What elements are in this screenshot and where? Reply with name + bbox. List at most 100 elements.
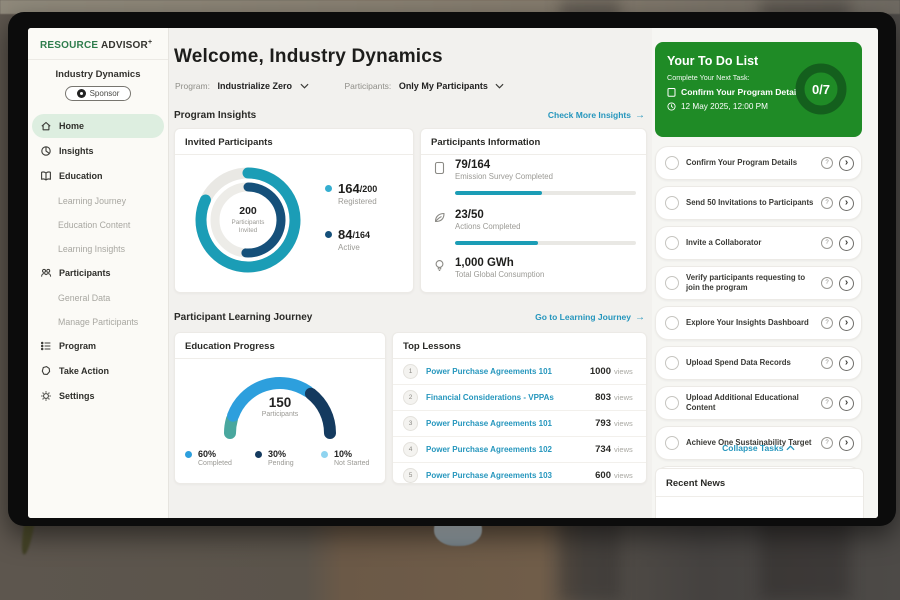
card-title: Participants Information: [421, 129, 646, 155]
chevron-down-icon: [300, 83, 309, 89]
todo-item[interactable]: Send 50 Invitations to Participants ? ›: [655, 186, 862, 220]
stat-emission-survey: 79/164 Emission Survey Completed: [433, 159, 634, 181]
checkbox[interactable]: [665, 316, 679, 330]
lesson-row: 1 Power Purchase Agreements 101 1000 view…: [393, 359, 646, 385]
legend-active: 84/164 Active: [325, 227, 370, 252]
sidebar-item-learning-journey[interactable]: Learning Journey: [32, 189, 164, 212]
list-icon: [40, 341, 51, 351]
top-lessons-card: Top Lessons 1 Power Purchase Agreements …: [392, 332, 647, 484]
card-title: Top Lessons: [393, 333, 646, 359]
lesson-row: 4 Power Purchase Agreements 102 734 views: [393, 437, 646, 463]
chevron-right-icon[interactable]: ›: [839, 275, 854, 291]
sidebar-item-take-action[interactable]: Take Action: [32, 359, 164, 383]
check-more-insights-link[interactable]: Check More Insights →: [547, 110, 645, 121]
help-icon[interactable]: ?: [821, 357, 833, 369]
checkbox[interactable]: [665, 196, 679, 210]
gauge-center-label: Participants: [261, 411, 299, 418]
chevron-right-icon[interactable]: ›: [839, 195, 854, 211]
invited-participants-card: Invited Participants 200 Participants In…: [174, 128, 414, 293]
invited-participants-donut: 200 Participants Invited: [189, 161, 307, 279]
gear-icon: [41, 391, 51, 401]
collapse-tasks-link[interactable]: Collapse Tasks: [652, 443, 865, 453]
help-icon[interactable]: ?: [821, 197, 833, 209]
sidebar-item-insights[interactable]: Insights: [32, 139, 164, 163]
help-icon[interactable]: ?: [821, 277, 833, 289]
sidebar-item-education-content[interactable]: Education Content: [32, 213, 164, 236]
participants-filter-value: Only My Participants: [398, 81, 488, 91]
help-icon[interactable]: ?: [821, 397, 833, 409]
help-icon[interactable]: ?: [821, 317, 833, 329]
sidebar-nav: Home Insights Education Learning Journey…: [28, 111, 168, 411]
lesson-row: 2 Financial Considerations - VPPAs 803 vi…: [393, 385, 646, 411]
gauge-chart: [224, 377, 336, 439]
sidebar-item-education[interactable]: Education: [32, 164, 164, 188]
sidebar-item-learning-insights[interactable]: Learning Insights: [32, 237, 164, 260]
chevron-right-icon[interactable]: ›: [839, 235, 854, 251]
sidebar-item-manage-participants[interactable]: Manage Participants: [32, 310, 164, 333]
todo-item[interactable]: Achieve One Sustainability Target ? ›: [655, 426, 862, 460]
todo-title: Your To Do List: [667, 54, 759, 68]
chevron-right-icon[interactable]: ›: [839, 355, 854, 371]
donut-chart: [195, 167, 301, 273]
todo-item[interactable]: Explore Your Insights Dashboard ? ›: [655, 306, 862, 340]
checkbox[interactable]: [665, 356, 679, 370]
todo-item[interactable]: Confirm Your Program Details ? ›: [655, 146, 862, 180]
dashboard-screen: RESOURCE ADVISOR+ Industry Dynamics Spon…: [28, 28, 878, 518]
chevron-right-icon[interactable]: ›: [839, 155, 854, 171]
participants-filter[interactable]: Participants: Only My Participants: [345, 81, 505, 91]
bulb-icon: [435, 260, 444, 272]
lesson-row: 5 Power Purchase Agreements 103 600 views: [393, 463, 646, 488]
sidebar-item-label: Learning Insights: [58, 243, 125, 254]
donut-center-value: 200: [239, 205, 257, 218]
learning-journey-header: Participant Learning Journey Go to Learn…: [174, 312, 645, 323]
sidebar-item-settings[interactable]: Settings: [32, 384, 164, 408]
lesson-link[interactable]: Power Purchase Agreements 101: [426, 419, 552, 428]
arrow-right-icon: →: [635, 110, 645, 121]
participants-filter-label: Participants:: [344, 81, 392, 91]
sidebar-item-label: Learning Journey: [58, 195, 126, 206]
sidebar-item-general-data[interactable]: General Data: [32, 286, 164, 309]
sidebar-item-program[interactable]: Program: [32, 334, 164, 358]
checkbox[interactable]: [665, 436, 679, 450]
lesson-link[interactable]: Power Purchase Agreements 101: [426, 367, 552, 376]
help-icon[interactable]: ?: [821, 157, 833, 169]
lesson-link[interactable]: Power Purchase Agreements 102: [426, 445, 552, 454]
chevron-right-icon[interactable]: ›: [839, 435, 854, 451]
home-icon: [41, 121, 51, 131]
sidebar-item-label: Insights: [59, 146, 94, 156]
go-to-learning-journey-link[interactable]: Go to Learning Journey →: [535, 312, 645, 323]
logo-primary: RESOURCE: [40, 40, 99, 51]
survey-icon: [434, 161, 445, 175]
todo-next-task: Confirm Your Program Details: [667, 87, 862, 97]
recent-news-card: Recent News: [655, 468, 864, 518]
todo-item[interactable]: Upload Additional Educational Content ? …: [655, 386, 862, 420]
checkbox[interactable]: [665, 396, 679, 410]
lesson-link[interactable]: Power Purchase Agreements 103: [426, 471, 552, 480]
todo-item[interactable]: Verify participants requesting to join t…: [655, 266, 862, 300]
help-icon[interactable]: ?: [821, 237, 833, 249]
lesson-rank: 5: [403, 468, 418, 483]
logo-plus: +: [147, 39, 153, 46]
sidebar-item-home[interactable]: Home: [32, 114, 164, 138]
insights-icon: [41, 146, 51, 156]
sidebar: RESOURCE ADVISOR+ Industry Dynamics Spon…: [28, 28, 169, 518]
todo-item[interactable]: Upload Spend Data Records ? ›: [655, 346, 862, 380]
sidebar-item-label: Education Content: [58, 219, 131, 230]
lesson-link[interactable]: Financial Considerations - VPPAs: [426, 393, 554, 402]
program-insights-header: Program Insights Check More Insights →: [174, 110, 645, 121]
checkbox[interactable]: [665, 276, 679, 290]
education-progress-card: Education Progress 150 Participants 60% …: [174, 332, 386, 484]
chevron-right-icon[interactable]: ›: [839, 315, 854, 331]
checkbox[interactable]: [665, 236, 679, 250]
education-progress-gauge: 150 Participants: [215, 361, 345, 439]
card-title: Invited Participants: [175, 129, 413, 155]
todo-item[interactable]: Invite a Collaborator ? ›: [655, 226, 862, 260]
sidebar-item-participants[interactable]: Participants: [32, 261, 164, 285]
filter-bar: Program: Industrialize Zero Participants…: [175, 81, 504, 91]
lesson-rank: 2: [403, 390, 418, 405]
help-icon[interactable]: ?: [821, 437, 833, 449]
chevron-right-icon[interactable]: ›: [839, 395, 854, 411]
chevron-up-icon: [786, 445, 795, 451]
checkbox[interactable]: [665, 156, 679, 170]
program-filter[interactable]: Program: Industrialize Zero: [175, 81, 309, 91]
